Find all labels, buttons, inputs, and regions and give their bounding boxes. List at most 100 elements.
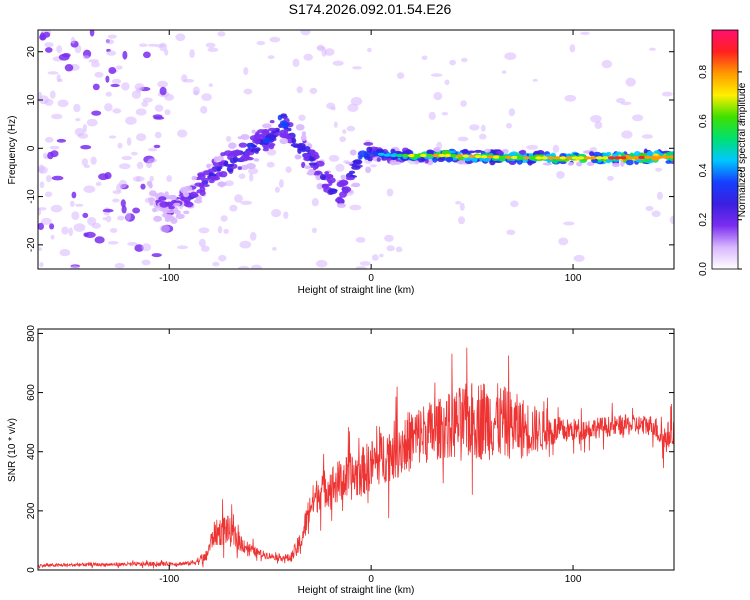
noise-blob <box>166 175 172 182</box>
noise-blob <box>141 101 149 107</box>
noise-blob <box>107 241 119 245</box>
noise-blob <box>86 118 98 127</box>
noise-blob <box>110 83 120 88</box>
ridge-blob <box>238 142 248 148</box>
noise-blob <box>105 215 112 223</box>
noise-blob <box>38 247 43 251</box>
noise-blob <box>601 59 613 69</box>
noise-blob <box>73 103 81 113</box>
ridge-blob <box>267 127 277 132</box>
noise-blob <box>82 212 89 218</box>
noise-blob <box>224 180 234 187</box>
noise-blob <box>225 135 232 142</box>
ridge-blob <box>586 161 595 166</box>
ridge-blob <box>158 196 167 201</box>
y-tick-label: 10 <box>26 94 37 106</box>
noise-blob <box>57 99 69 108</box>
ridge-core <box>650 155 658 159</box>
noise-blob <box>256 41 266 46</box>
noise-blob <box>234 194 243 203</box>
noise-blob <box>89 30 95 37</box>
noise-blob <box>104 103 113 112</box>
colorbar-label: Normalized spectral amplitude <box>737 82 748 217</box>
noise-blob <box>332 60 344 66</box>
noise-blob <box>116 65 123 70</box>
noise-blob <box>309 87 318 94</box>
noise-blob <box>359 261 371 266</box>
noise-blob <box>109 228 118 233</box>
ridge-core <box>498 155 506 159</box>
ridge-blob <box>308 156 315 162</box>
noise-blob <box>573 254 585 262</box>
ridge-blob <box>315 171 321 176</box>
noise-blob <box>430 73 443 77</box>
noise-blob <box>526 144 539 150</box>
noise-blob <box>267 55 275 60</box>
noise-blob <box>395 246 403 253</box>
noise-blob <box>83 232 89 238</box>
ridge-core <box>668 155 674 159</box>
noise-blob <box>112 108 122 114</box>
noise-blob <box>311 198 319 207</box>
ridge-blob <box>602 152 609 158</box>
noise-blob <box>355 237 366 243</box>
ridge-blob <box>174 209 181 215</box>
noise-blob <box>38 164 45 174</box>
noise-blob <box>563 221 575 226</box>
noise-blob <box>132 207 141 214</box>
noise-blob <box>269 36 281 43</box>
noise-blob <box>71 191 77 199</box>
ridge-blob <box>284 122 289 128</box>
noise-blob <box>347 103 359 113</box>
ridge-blob <box>184 185 193 192</box>
noise-blob <box>145 160 153 169</box>
noise-blob <box>243 88 253 95</box>
ridge-core <box>626 156 634 160</box>
noise-blob <box>223 228 229 234</box>
noise-blob <box>217 31 226 37</box>
noise-blob <box>125 116 137 125</box>
ridge-blob <box>307 168 315 175</box>
noise-blob <box>580 31 590 35</box>
ridge-core <box>486 155 494 159</box>
ridge-core <box>559 156 567 160</box>
noise-blob <box>510 200 519 208</box>
noise-blob <box>324 48 335 56</box>
x-tick-label: -100 <box>159 273 179 284</box>
noise-blob <box>339 136 347 143</box>
noise-blob <box>311 227 317 233</box>
noise-blob <box>177 129 188 138</box>
noise-blob <box>44 98 54 106</box>
noise-blob <box>266 149 277 156</box>
ridge-blob <box>159 201 169 208</box>
ridge-core <box>662 155 670 159</box>
snr-ylabel: SNR (10 * v/v) <box>7 418 18 482</box>
ridge-blob <box>206 163 211 169</box>
ridge-blob <box>273 132 283 136</box>
noise-blob <box>44 42 54 48</box>
noise-blob <box>159 86 167 96</box>
ridge-core <box>402 153 409 158</box>
noise-blob <box>556 171 565 179</box>
ridge-blob <box>183 192 190 198</box>
snr-ticks: -100 0 100 0 200 400 600 800 <box>26 325 674 585</box>
noise-blob <box>285 166 292 174</box>
noise-blob <box>51 113 63 120</box>
ridge-blob <box>240 134 250 140</box>
noise-blob <box>112 78 122 84</box>
noise-blob <box>122 50 128 60</box>
x-tick-label: 0 <box>368 273 374 284</box>
noise-blob <box>217 225 223 234</box>
noise-blob <box>56 138 67 143</box>
ridge-core <box>517 156 525 160</box>
ridge-blob <box>284 134 293 140</box>
spectrogram-xlabel: Height of straight line (km) <box>298 285 415 296</box>
ridge-blob <box>237 166 242 171</box>
noise-blob <box>147 147 158 152</box>
snr-xlabel: Height of straight line (km) <box>298 585 415 596</box>
noise-blob <box>480 124 486 132</box>
ridge-blob <box>310 151 319 158</box>
colorbar-gradient <box>711 29 739 270</box>
noise-blob <box>105 75 110 83</box>
noise-blob <box>249 173 254 182</box>
